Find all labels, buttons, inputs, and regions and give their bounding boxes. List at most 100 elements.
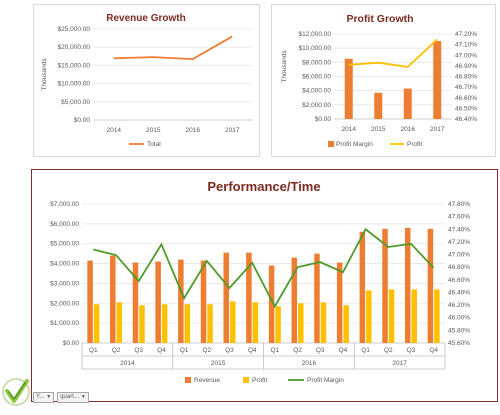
profit-bar: [161, 304, 168, 343]
y2-tick-label: 46.60%: [455, 95, 477, 102]
x-tick-label: Q3: [316, 347, 325, 354]
y-tick-label: $7,000.00: [50, 201, 79, 208]
y-tick-label: $2,000.00: [302, 102, 331, 109]
profit-margin-bar: [344, 58, 353, 119]
legend-profit-label: Profit: [252, 377, 267, 384]
performance-time-svg: Performance/Time $0.00 $1,000.00 $2,000.00 $…: [50, 179, 470, 384]
x-tick-label: Q3: [407, 347, 416, 354]
revenue-bar: [200, 260, 207, 343]
y-tick-label: $5,000.00: [50, 241, 79, 248]
y2-tick-label: 46.80%: [448, 264, 470, 271]
x-tick-label: Q4: [248, 347, 257, 354]
profit-bar: [184, 304, 191, 343]
x-tick-label: Q1: [89, 347, 98, 354]
x-tick-label: Q3: [134, 347, 143, 354]
quarter-filter-button[interactable]: quart... ▼: [57, 392, 89, 403]
performance-time-chart[interactable]: Performance/Time $0.00 $1,000.00 $2,000.00 $…: [31, 169, 498, 402]
profit-bar: [388, 289, 395, 343]
revenue-bar: [132, 262, 139, 343]
revenue-bar: [155, 261, 161, 343]
profit-growth-svg: Profit Growth Thousands $0.00 $2,000.00 $4,0…: [281, 13, 477, 148]
y-tick-label: $0.00: [63, 340, 80, 347]
y2-tick-label: 47.00%: [448, 252, 470, 259]
year-filter-button[interactable]: Y... ▼: [33, 392, 55, 403]
y-tick-label: $3,000.00: [50, 280, 79, 287]
y-tick-label: $10,000.00: [298, 45, 331, 52]
y-tick-label: $2,000.00: [50, 300, 79, 307]
y2-tick-label: 46.80%: [455, 74, 477, 81]
revenue-bar: [291, 257, 298, 343]
profit-margin-bar: [403, 88, 412, 119]
profit-bar: [366, 290, 372, 343]
y2-tick-label: 46.40%: [455, 116, 477, 123]
x-tick-label: Q1: [271, 347, 280, 354]
y-tick-label: $12,000.00: [298, 31, 331, 38]
x-group-label: 2014: [120, 360, 135, 367]
profit-margin-bar: [433, 41, 442, 120]
y2-tick-label: 46.60%: [448, 277, 470, 284]
x-tick-label: 2016: [401, 126, 416, 133]
pivot-filter-bar: Y... ▼ quart... ▼: [33, 392, 89, 403]
y2-tick-label: 46.70%: [455, 84, 477, 91]
revenue-growth-chart[interactable]: Revenue Growth Thousands $0.00 $5,000.00 $10…: [33, 4, 260, 157]
revenue-bar: [314, 253, 320, 343]
y-axis-label: Thousands: [41, 58, 48, 91]
revenue-bar: [178, 259, 184, 343]
revenue-bar: [246, 252, 252, 343]
profit-margin-bar: [374, 92, 383, 119]
x-tick-label: Q4: [339, 347, 348, 354]
chart-title: Performance/Time: [207, 179, 320, 194]
profit-bar: [434, 289, 440, 343]
y-tick-label: $6,000.00: [302, 74, 331, 81]
legend-revenue-label: Revenue: [194, 377, 220, 384]
profit-margin-series-line: [93, 227, 435, 309]
revenue-bar: [87, 260, 93, 343]
profit-bar: [411, 289, 417, 343]
y-tick-label: $5,000.00: [61, 99, 90, 106]
profit-bar: [275, 306, 281, 343]
y2-tick-label: 45.80%: [448, 327, 470, 334]
revenue-bar: [404, 227, 411, 343]
x-group-label: 2016: [302, 360, 317, 367]
x-group-label: 2015: [211, 360, 226, 367]
y-tick-label: $15,000.00: [57, 62, 90, 69]
profit-bar: [116, 302, 123, 343]
x-tick-label: Q1: [180, 347, 189, 354]
profit-bar: [298, 303, 304, 343]
profit-bar: [207, 304, 213, 343]
x-tick-label: Q3: [225, 347, 234, 354]
x-tick-label: 2015: [371, 126, 386, 133]
legend-revenue-swatch: [185, 377, 191, 383]
y-tick-label: $0.00: [74, 117, 91, 124]
x-group-label: 2017: [392, 360, 407, 367]
y2-tick-label: 46.00%: [448, 315, 470, 322]
profit-series-line: [348, 38, 438, 68]
y2-tick-label: 46.50%: [455, 105, 477, 112]
y2-tick-label: 47.80%: [448, 201, 470, 208]
legend-total-label: Total: [147, 141, 161, 148]
revenue-growth-svg: Revenue Growth Thousands $0.00 $5,000.00 $10…: [41, 13, 252, 148]
y-tick-label: $0.00: [315, 116, 332, 123]
profit-bar: [320, 302, 327, 343]
x-tick-label: 2014: [342, 126, 357, 133]
check-mark-logo-icon: [0, 375, 32, 409]
y2-tick-label: 46.40%: [448, 289, 470, 296]
y2-tick-label: 46.20%: [448, 302, 470, 309]
revenue-bar: [268, 265, 275, 343]
profit-growth-chart[interactable]: Profit Growth Thousands $0.00 $2,000.00 $4,0…: [271, 4, 496, 157]
x-tick-label: 2016: [186, 127, 201, 134]
y-tick-label: $10,000.00: [57, 81, 90, 88]
y2-tick-label: 47.20%: [448, 239, 470, 246]
x-tick-label: 2017: [225, 127, 240, 134]
y2-tick-label: 47.00%: [455, 52, 477, 59]
x-tick-label: Q4: [157, 347, 166, 354]
y-tick-label: $20,000.00: [57, 44, 90, 51]
legend-profit-margin-label: Profit Margin: [336, 141, 373, 148]
y2-tick-label: 47.20%: [455, 31, 477, 38]
profit-bar: [252, 302, 259, 343]
y-axis-label: Thousands: [281, 50, 288, 83]
y-tick-label: $4,000.00: [302, 88, 331, 95]
x-tick-label: Q2: [384, 347, 393, 354]
revenue-bar: [359, 231, 366, 343]
profit-bar: [229, 301, 236, 343]
